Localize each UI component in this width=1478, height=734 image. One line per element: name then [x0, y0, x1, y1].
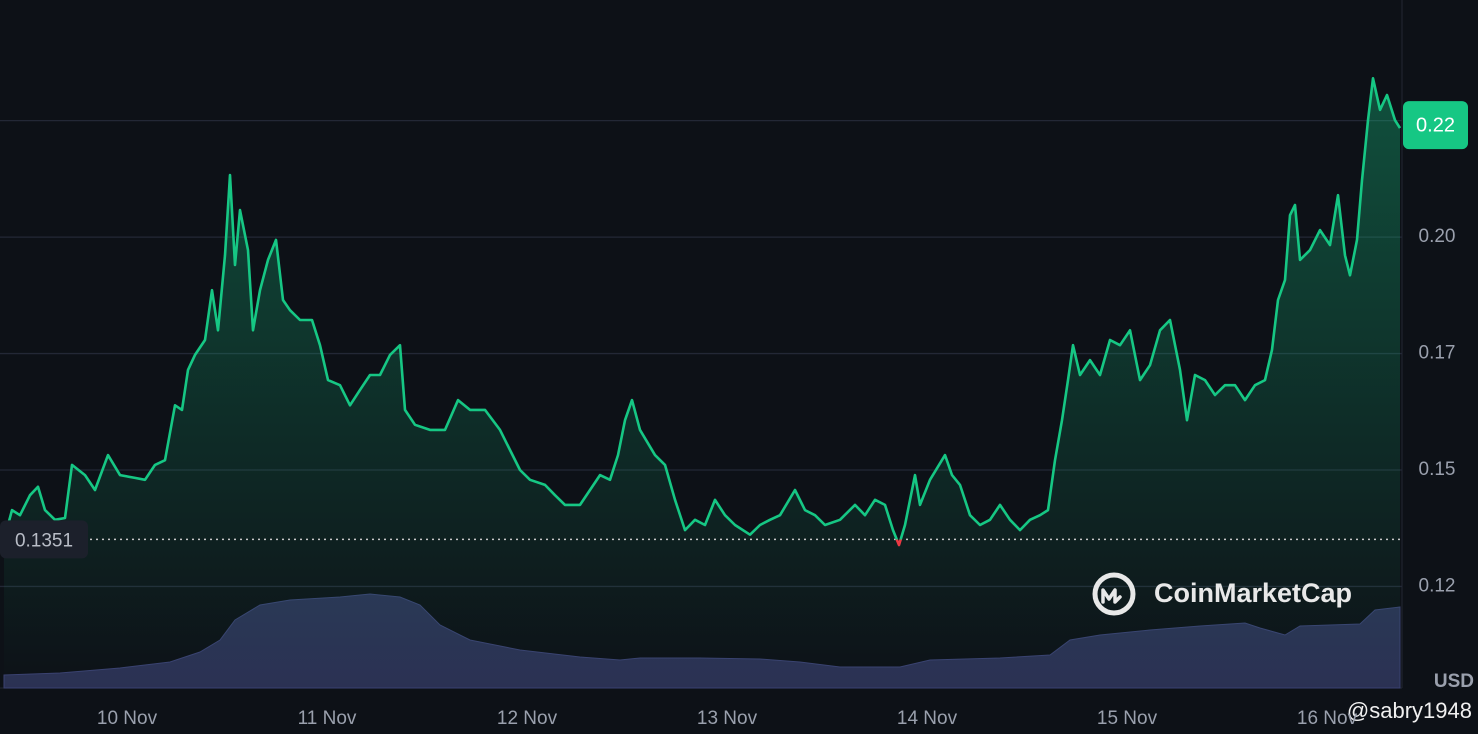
x-tick-label: 10 Nov	[97, 708, 158, 729]
reference-label: 0.1351	[15, 530, 73, 551]
y-tick-label: 0.15	[1419, 459, 1456, 480]
x-tick-label: 15 Nov	[1097, 708, 1158, 729]
watermark: CoinMarketCap	[1154, 578, 1352, 608]
x-tick-label: 12 Nov	[497, 708, 558, 729]
y-tick-label: 0.12	[1419, 575, 1456, 596]
x-tick-label: 16 Nov	[1297, 708, 1358, 729]
price-badge	[1403, 101, 1468, 150]
price-layer	[0, 77, 1402, 689]
y-axis-label: USD	[1434, 671, 1474, 692]
x-tick-label: 13 Nov	[697, 708, 758, 729]
y-tick-label: 0.20	[1419, 226, 1456, 247]
price-area	[4, 78, 1400, 689]
current-price-label: 0.22	[1416, 114, 1455, 136]
watermark-logo	[1092, 572, 1136, 616]
x-tick-label: 14 Nov	[897, 708, 958, 729]
labels: CoinMarketCap USD @sabry1948 0.12 0.15 0.1…	[0, 101, 1474, 729]
credit: @sabry1948	[1347, 698, 1472, 723]
y-tick-label: 0.17	[1419, 343, 1456, 364]
price-line	[2, 77, 1402, 547]
x-tick-label: 11 Nov	[298, 708, 357, 729]
reference-badge	[0, 520, 88, 559]
